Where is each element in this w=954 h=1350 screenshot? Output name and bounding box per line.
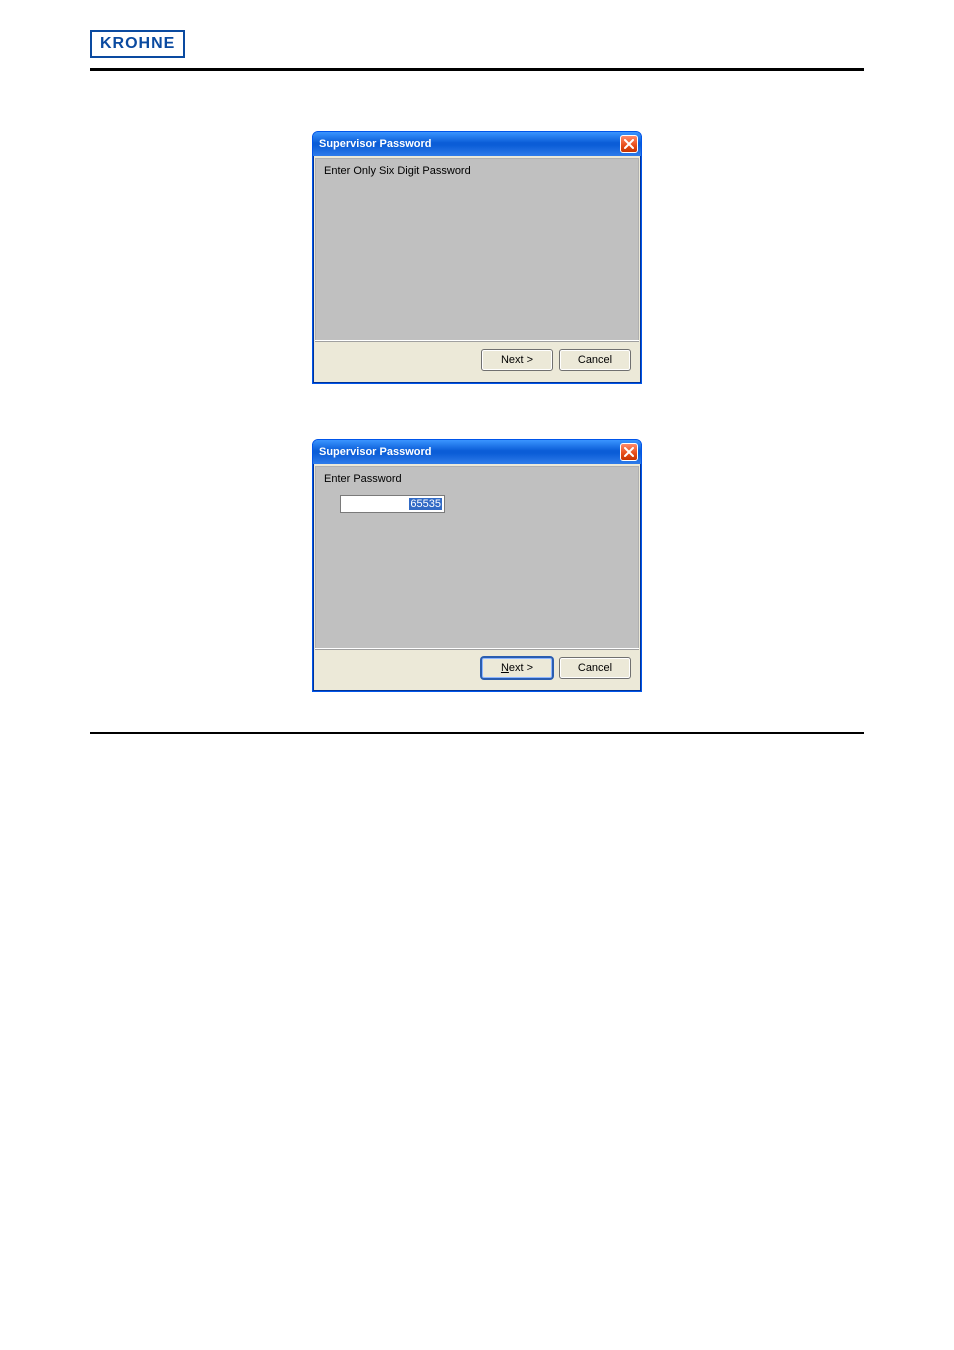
supervisor-password-dialog-entry: Supervisor Password Enter Password 65535: [312, 439, 642, 692]
close-button[interactable]: [620, 135, 638, 153]
window-title: Supervisor Password: [319, 446, 620, 458]
next-rest: ext >: [509, 662, 533, 674]
bottom-divider: [90, 732, 864, 734]
next-button[interactable]: Next >: [481, 349, 553, 371]
logo-container: KROHNE: [90, 30, 864, 58]
password-value-selected: 65535: [409, 498, 442, 510]
brand-logo: KROHNE: [90, 30, 185, 58]
document-page: KROHNE Supervisor Password Enter Only Si…: [0, 0, 954, 774]
cancel-button[interactable]: Cancel: [559, 349, 631, 371]
top-divider: [90, 68, 864, 71]
titlebar[interactable]: Supervisor Password: [313, 440, 641, 464]
dialog-footer: Next > Cancel: [315, 340, 639, 381]
titlebar[interactable]: Supervisor Password: [313, 132, 641, 156]
dialog-body-wrap: Enter Only Six Digit Password Next > Can…: [313, 156, 641, 383]
dialog-body: Enter Password 65535: [315, 466, 639, 648]
dialog-body: Enter Only Six Digit Password: [315, 158, 639, 340]
dialog-area: Supervisor Password Enter Only Six Digit…: [90, 131, 864, 692]
password-row: 65535: [316, 485, 638, 513]
close-icon: [624, 447, 634, 457]
password-input[interactable]: 65535: [340, 495, 445, 513]
instruction-text: Enter Password: [316, 467, 638, 485]
close-icon: [624, 139, 634, 149]
dialog-footer: Next > Cancel: [315, 648, 639, 689]
window-title: Supervisor Password: [319, 138, 620, 150]
next-button[interactable]: Next >: [481, 657, 553, 679]
close-button[interactable]: [620, 443, 638, 461]
instruction-text: Enter Only Six Digit Password: [316, 159, 638, 177]
dialog-body-wrap: Enter Password 65535 Next > Cancel: [313, 464, 641, 691]
next-mnemonic: N: [501, 662, 509, 674]
supervisor-password-dialog-info: Supervisor Password Enter Only Six Digit…: [312, 131, 642, 384]
cancel-button[interactable]: Cancel: [559, 657, 631, 679]
